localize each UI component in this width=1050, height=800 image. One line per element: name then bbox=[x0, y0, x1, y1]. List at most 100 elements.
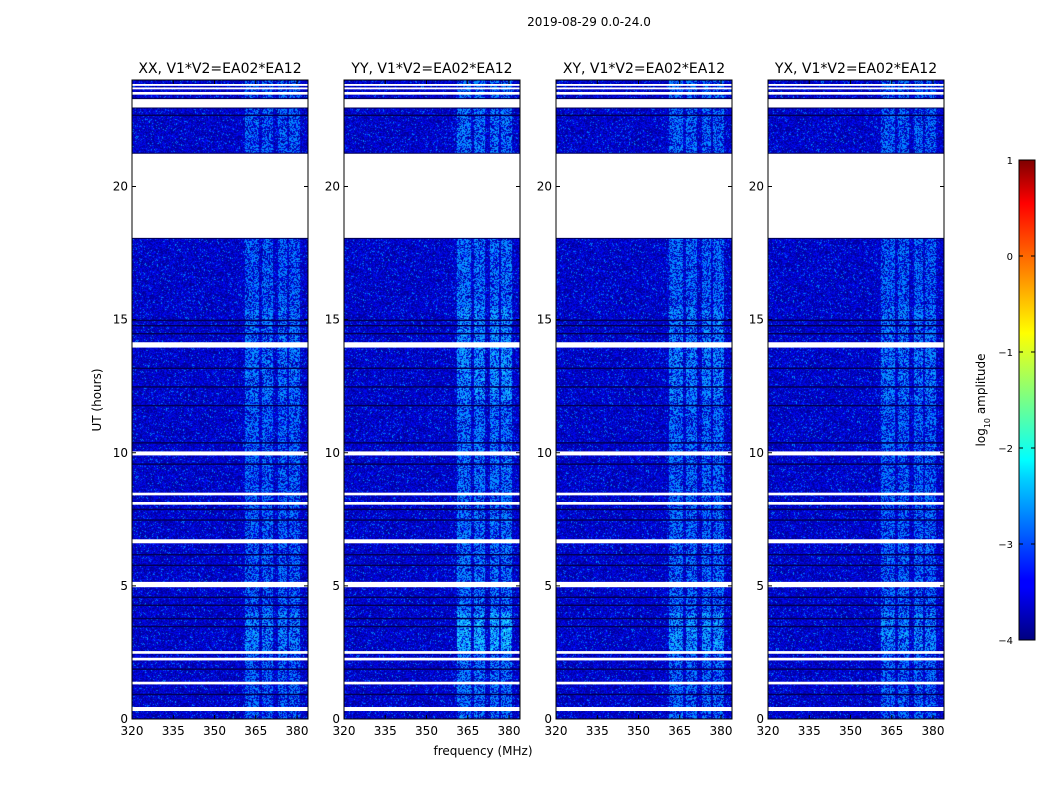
dark-row bbox=[768, 693, 944, 696]
x-tick-label: 350 bbox=[203, 724, 226, 738]
y-tick-label: 10 bbox=[537, 446, 552, 460]
flagged-band bbox=[556, 87, 732, 90]
flagged-band bbox=[556, 581, 732, 588]
dark-row bbox=[344, 324, 520, 327]
flagged-band bbox=[768, 581, 944, 588]
flagged-band bbox=[132, 502, 308, 505]
flagged-band bbox=[768, 651, 944, 654]
y-tick-label: 20 bbox=[749, 180, 764, 194]
flagged-band bbox=[556, 98, 732, 108]
x-tick-label: 365 bbox=[456, 724, 479, 738]
dark-row bbox=[344, 596, 520, 599]
flagged-band bbox=[344, 342, 520, 348]
flagged-band bbox=[768, 98, 944, 108]
flagged-band bbox=[768, 681, 944, 685]
flagged-band bbox=[556, 153, 732, 239]
dark-row bbox=[132, 508, 308, 511]
flagged-band bbox=[344, 539, 520, 544]
x-tick-label: 320 bbox=[333, 724, 356, 738]
dark-row bbox=[768, 324, 944, 327]
dark-row bbox=[768, 625, 944, 628]
flagged-band bbox=[132, 707, 308, 712]
panel-title: XY, V1*V2=EA02*EA12 bbox=[563, 61, 725, 77]
y-tick-label: 10 bbox=[749, 446, 764, 460]
colorbar-label: log10 amplitude bbox=[974, 354, 992, 447]
figure-suptitle: 2019-08-29 0.0-24.0 bbox=[527, 15, 651, 29]
x-tick-label: 380 bbox=[498, 724, 521, 738]
x-tick-label: 380 bbox=[922, 724, 945, 738]
dark-row bbox=[556, 319, 732, 322]
dark-row bbox=[344, 463, 520, 465]
y-tick-label: 20 bbox=[325, 180, 340, 194]
flagged-band bbox=[768, 492, 944, 496]
dark-row bbox=[344, 553, 520, 556]
dark-row bbox=[556, 668, 732, 670]
flagged-band bbox=[132, 581, 308, 588]
dark-row bbox=[556, 693, 732, 696]
dark-row bbox=[768, 332, 944, 335]
x-tick-label: 335 bbox=[586, 724, 609, 738]
heatmap-panel: XY, V1*V2=EA02*EA12 320 335 350 365 380 0 5 10 15… bbox=[537, 61, 733, 738]
dark-row bbox=[132, 564, 308, 567]
x-axis-label: frequency (MHz) bbox=[433, 744, 532, 758]
dark-row bbox=[344, 442, 520, 444]
x-tick-label: 350 bbox=[627, 724, 650, 738]
dark-row bbox=[556, 596, 732, 599]
dark-row bbox=[768, 553, 944, 556]
panel-title: XX, V1*V2=EA02*EA12 bbox=[138, 61, 301, 77]
dark-row bbox=[556, 324, 732, 327]
dark-row bbox=[132, 367, 308, 370]
flagged-band bbox=[344, 451, 520, 456]
dark-row bbox=[344, 625, 520, 628]
flagged-band bbox=[768, 707, 944, 712]
flagged-band bbox=[344, 651, 520, 654]
dark-row bbox=[768, 519, 944, 521]
dark-row bbox=[344, 693, 520, 696]
flagged-band bbox=[132, 651, 308, 654]
dark-row bbox=[344, 508, 520, 511]
dark-row bbox=[132, 324, 308, 327]
flagged-band bbox=[344, 87, 520, 90]
panel-frame bbox=[555, 79, 733, 720]
flagged-band bbox=[344, 91, 520, 95]
colorbar-tick-label: −1 bbox=[998, 348, 1013, 359]
dark-row bbox=[556, 553, 732, 556]
x-tick-label: 335 bbox=[374, 724, 397, 738]
dark-row bbox=[132, 553, 308, 556]
flagged-band bbox=[556, 342, 732, 348]
flagged-band bbox=[768, 83, 944, 86]
colorbar-tick-label: 1 bbox=[1007, 156, 1013, 167]
flagged-band bbox=[132, 451, 308, 456]
flagged-band bbox=[132, 342, 308, 348]
colorbar-ticks: 1 0 −1 −2 −3 −4 bbox=[998, 156, 1035, 647]
x-tick-label: 320 bbox=[121, 724, 144, 738]
flagged-band bbox=[132, 98, 308, 108]
dark-row bbox=[132, 386, 308, 388]
panel-title: YY, V1*V2=EA02*EA12 bbox=[350, 61, 512, 77]
dark-row bbox=[344, 404, 520, 407]
dark-row bbox=[556, 404, 732, 407]
flagged-band bbox=[344, 707, 520, 712]
flagged-band bbox=[768, 342, 944, 348]
dark-row bbox=[556, 442, 732, 444]
y-tick-label: 15 bbox=[113, 313, 128, 327]
y-tick-label: 0 bbox=[120, 712, 128, 726]
dark-row bbox=[344, 519, 520, 521]
x-tick-label: 365 bbox=[244, 724, 267, 738]
dark-row bbox=[768, 367, 944, 370]
dark-row bbox=[556, 386, 732, 388]
colorbar-label-subscript: 10 bbox=[983, 418, 992, 428]
dark-row bbox=[556, 617, 732, 620]
dark-row bbox=[556, 463, 732, 465]
flagged-band bbox=[768, 451, 944, 456]
flagged-band bbox=[556, 539, 732, 544]
dark-row bbox=[132, 625, 308, 628]
dark-row bbox=[132, 519, 308, 521]
dark-row bbox=[768, 404, 944, 407]
dark-row bbox=[344, 367, 520, 370]
dark-row bbox=[132, 604, 308, 607]
flagged-band bbox=[344, 98, 520, 108]
flagged-band bbox=[768, 91, 944, 95]
dark-row bbox=[768, 442, 944, 444]
flagged-band bbox=[132, 83, 308, 86]
